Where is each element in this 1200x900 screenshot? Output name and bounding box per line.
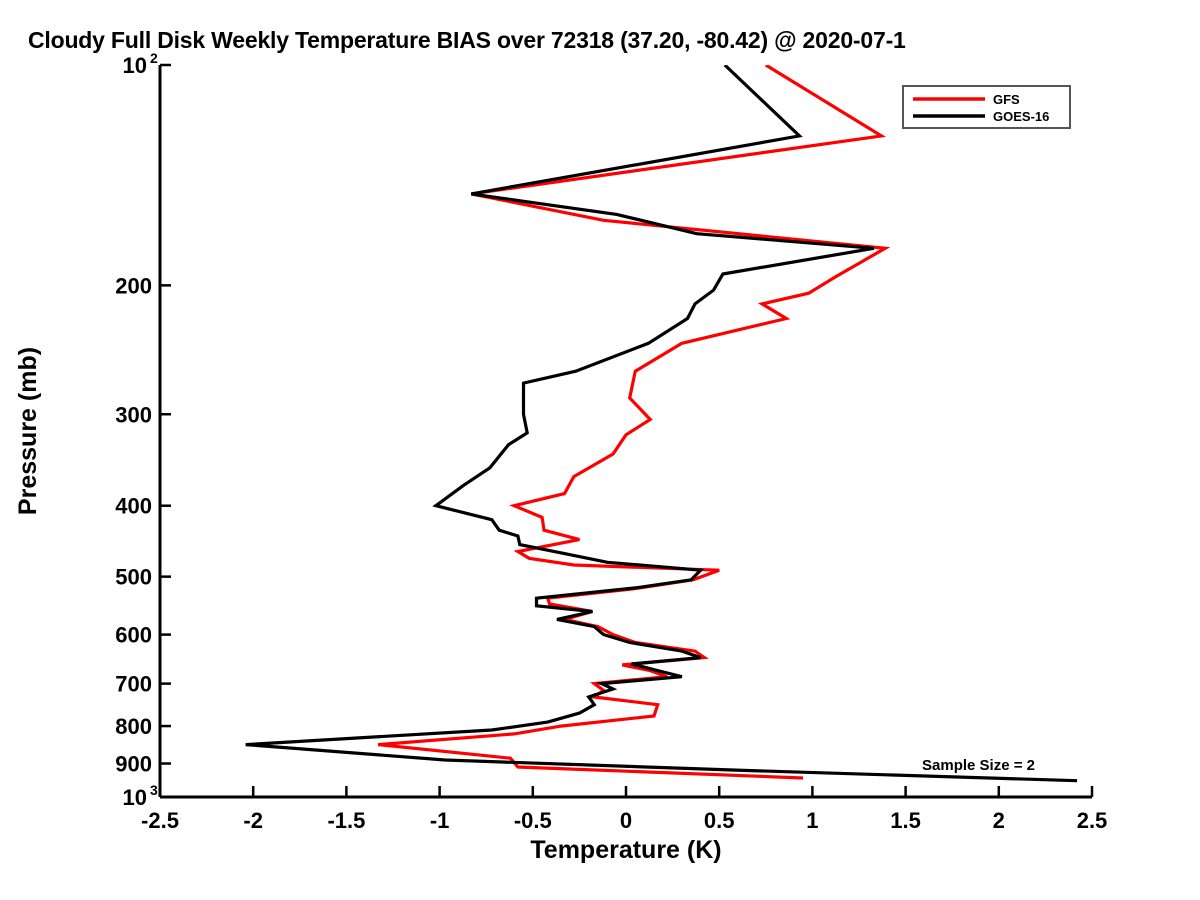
y-tick-label: 800 bbox=[115, 714, 152, 739]
legend-label-gfs: GFS bbox=[993, 92, 1020, 107]
series-line-gfs bbox=[377, 65, 891, 780]
legend: GFS GOES-16 bbox=[902, 85, 1071, 129]
data-series-layer bbox=[245, 65, 1078, 783]
x-tick-label: 1.5 bbox=[890, 808, 921, 833]
y-axis-title: Pressure (mb) bbox=[14, 347, 42, 515]
legend-label-goes16: GOES-16 bbox=[993, 109, 1049, 124]
y-tick-label: 10 bbox=[123, 53, 147, 78]
chart-title: Cloudy Full Disk Weekly Temperature BIAS… bbox=[28, 27, 906, 53]
y-tick-label: 400 bbox=[115, 494, 152, 519]
y-tick-label: 200 bbox=[115, 273, 152, 298]
x-tick-label: -2.5 bbox=[141, 808, 179, 833]
y-tick-exponent: 3 bbox=[150, 782, 158, 798]
y-tick-label: 900 bbox=[115, 752, 152, 777]
y-tick-exponent: 2 bbox=[150, 50, 158, 66]
x-axis-title: Temperature (K) bbox=[530, 836, 721, 864]
x-tick-label: 2 bbox=[993, 808, 1005, 833]
series-line-goes-16 bbox=[245, 65, 1078, 783]
plot-frame bbox=[158, 65, 1092, 799]
x-tick-label: 0 bbox=[620, 808, 632, 833]
y-tick-label: 600 bbox=[115, 623, 152, 648]
y-tick-label: 500 bbox=[115, 565, 152, 590]
x-tick-label: 0.5 bbox=[704, 808, 735, 833]
y-tick-label: 10 bbox=[123, 785, 147, 810]
x-tick-label: 2.5 bbox=[1077, 808, 1108, 833]
x-tick-label: 1 bbox=[806, 808, 818, 833]
x-tick-label: -1.5 bbox=[327, 808, 365, 833]
x-axis-ticks: -2.5 -2 -1.5 -1 -0.5 0 0.5 1 1.5 2 2.5 bbox=[141, 786, 1107, 833]
x-tick-label: -2 bbox=[243, 808, 263, 833]
y-tick-label: 700 bbox=[115, 672, 152, 697]
x-tick-label: -0.5 bbox=[514, 808, 552, 833]
y-tick-label: 300 bbox=[115, 402, 152, 427]
x-tick-label: -1 bbox=[430, 808, 450, 833]
sample-size-annotation: Sample Size = 2 bbox=[922, 757, 1035, 774]
